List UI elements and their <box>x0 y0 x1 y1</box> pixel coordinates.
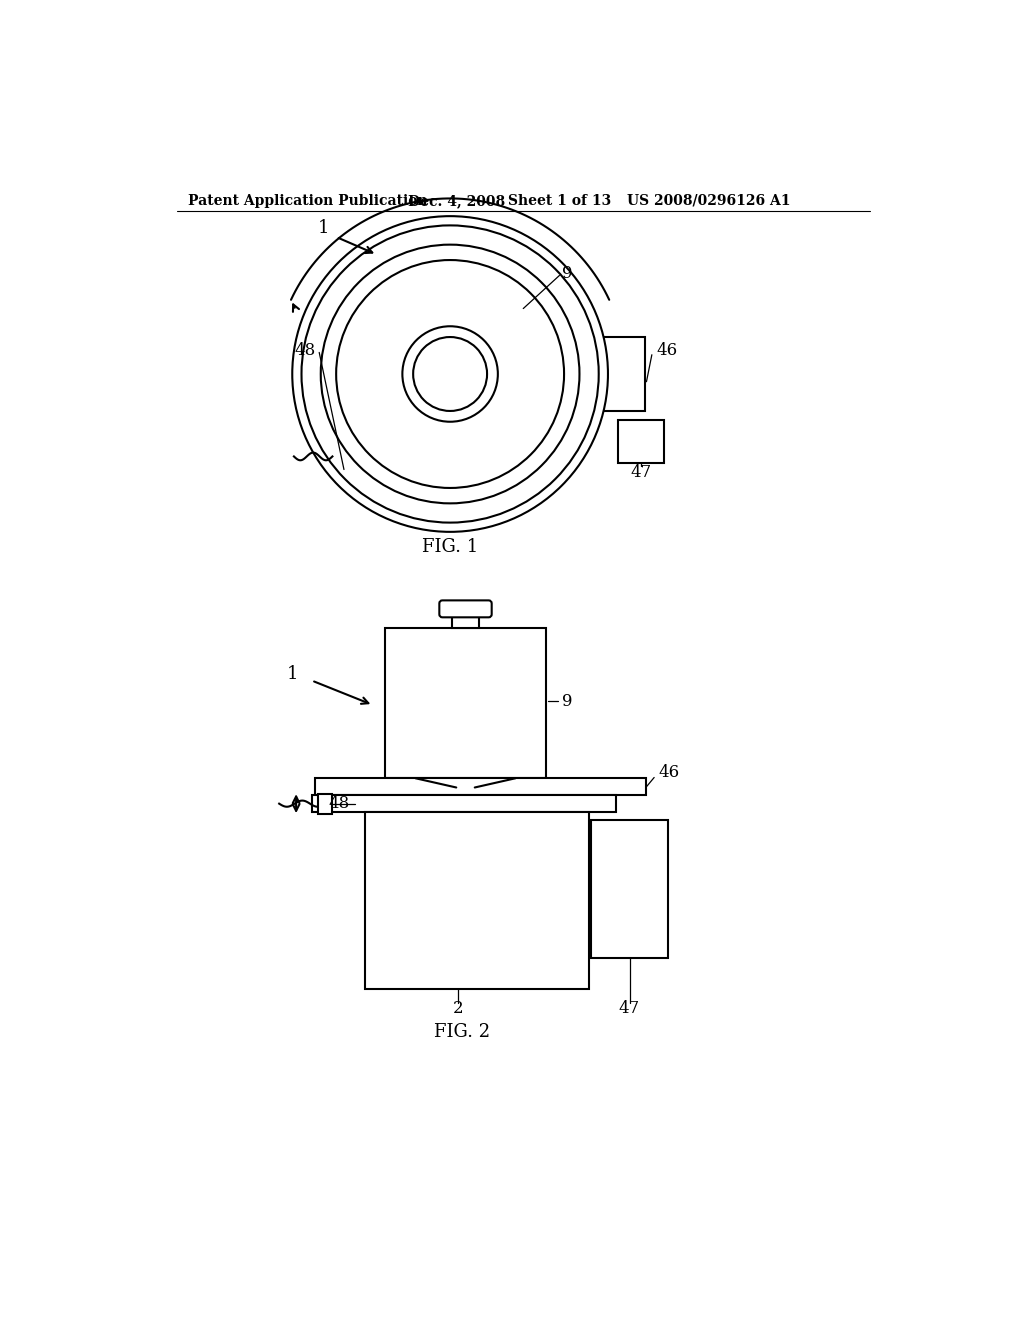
Text: 48: 48 <box>294 342 315 359</box>
Bar <box>599 337 645 411</box>
Bar <box>591 820 668 958</box>
Ellipse shape <box>301 226 599 523</box>
Text: FIG. 1: FIG. 1 <box>422 539 478 556</box>
Text: 9: 9 <box>562 693 572 710</box>
Ellipse shape <box>413 337 487 411</box>
Ellipse shape <box>292 216 608 532</box>
Bar <box>452 612 479 628</box>
Text: 1: 1 <box>317 219 329 236</box>
Ellipse shape <box>321 244 580 503</box>
Text: Patent Application Publication: Patent Application Publication <box>188 194 428 207</box>
FancyBboxPatch shape <box>439 601 492 618</box>
Ellipse shape <box>336 260 564 488</box>
Bar <box>311 795 615 812</box>
Text: 47: 47 <box>618 1001 640 1016</box>
Bar <box>317 793 332 813</box>
Text: FIG. 2: FIG. 2 <box>433 1023 489 1040</box>
Text: 9: 9 <box>562 265 572 282</box>
Text: 47: 47 <box>631 465 651 480</box>
Bar <box>330 465 342 474</box>
Text: Sheet 1 of 13: Sheet 1 of 13 <box>508 194 611 207</box>
Text: US 2008/0296126 A1: US 2008/0296126 A1 <box>628 194 791 207</box>
Text: 48: 48 <box>329 795 350 812</box>
Bar <box>385 628 547 779</box>
Text: 1: 1 <box>287 665 298 684</box>
Text: 2: 2 <box>453 1001 463 1016</box>
Ellipse shape <box>402 326 498 422</box>
Bar <box>617 420 665 462</box>
Text: Dec. 4, 2008: Dec. 4, 2008 <box>408 194 505 207</box>
Bar <box>315 779 646 795</box>
Text: 46: 46 <box>656 342 678 359</box>
Bar <box>366 812 589 989</box>
Text: 46: 46 <box>658 764 679 781</box>
